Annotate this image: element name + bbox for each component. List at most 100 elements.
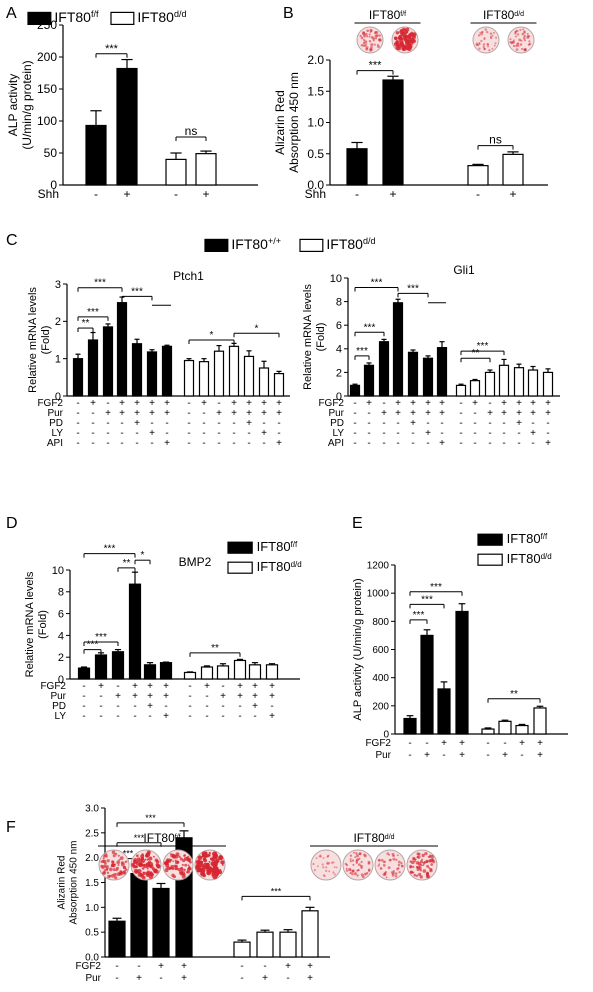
stain-spot — [108, 874, 112, 878]
bar — [116, 302, 128, 397]
stain-spot — [206, 868, 212, 874]
treatment-mark: + — [134, 408, 140, 419]
treatment-mark: - — [202, 428, 205, 439]
treatment-mark: + — [246, 418, 252, 429]
stain-spot — [483, 37, 486, 40]
stain-spot — [114, 876, 118, 880]
treatment-mark: - — [217, 418, 220, 429]
treatment-mark: - — [488, 438, 491, 449]
treatment-label: LY — [55, 711, 67, 722]
stain-spot — [118, 858, 121, 861]
stain-spot — [481, 31, 484, 34]
treatment-mark: + — [237, 681, 243, 692]
stain-spot — [412, 865, 415, 869]
stain-spot — [397, 863, 401, 867]
stain-spot — [184, 863, 188, 867]
stain-spot — [112, 868, 116, 872]
stain-spot — [483, 47, 486, 50]
treatment-mark: + — [149, 398, 155, 409]
stain-spot — [133, 868, 139, 874]
treatment-mark: - — [99, 691, 102, 702]
stain-spot — [519, 28, 522, 31]
treatment-mark: - — [91, 408, 94, 419]
stain-spot — [110, 863, 115, 867]
stain-spot — [517, 33, 520, 36]
treatment-mark: + — [252, 691, 258, 702]
stain-spot — [521, 47, 524, 50]
treatment-mark: - — [440, 418, 443, 429]
stain-spot — [392, 870, 395, 873]
treatment-mark: - — [217, 438, 220, 449]
stain-spot — [321, 863, 324, 866]
dish-group-label: IFT80f/f — [143, 831, 180, 845]
treatment-mark: + — [269, 681, 275, 692]
treatment-mark: + — [410, 408, 416, 419]
y-tick-label: 0 — [58, 674, 64, 686]
y-tick-label: 4 — [336, 344, 342, 356]
bar — [407, 351, 419, 397]
treatment-mark: + — [134, 398, 140, 409]
stain-spot — [351, 859, 355, 862]
stain-spot — [375, 31, 379, 34]
dish-group-label: IFT80d/d — [483, 8, 524, 22]
stain-spot — [493, 44, 496, 47]
treatment-mark: - — [396, 418, 399, 429]
stain-spot — [170, 853, 172, 855]
stain-spot — [368, 35, 371, 38]
bar — [265, 664, 279, 680]
bar — [515, 724, 529, 735]
bar — [437, 688, 451, 735]
culture-dish — [194, 849, 226, 881]
stain-spot — [220, 860, 225, 865]
stain-spot — [122, 865, 127, 870]
stain-spot — [349, 858, 352, 861]
stain-spot — [400, 31, 404, 35]
treatment-mark: + — [425, 398, 431, 409]
treatment-mark: + — [237, 691, 243, 702]
stain-spot — [134, 865, 138, 869]
y-tick-label: 100 — [37, 114, 57, 128]
stain-spot — [168, 867, 172, 871]
y-tick-label: 10 — [52, 565, 64, 577]
stain-spot — [358, 857, 361, 860]
stain-spot — [370, 36, 374, 39]
stain-spot — [136, 854, 139, 858]
stain-spot — [402, 35, 408, 41]
treatment-mark: - — [396, 438, 399, 449]
treatment-mark: + — [261, 428, 267, 439]
treatment-mark: - — [353, 408, 356, 419]
bar — [216, 665, 230, 680]
bar — [420, 634, 434, 735]
stain-spot — [397, 860, 401, 864]
y-tick-label: 800 — [372, 617, 389, 628]
stain-spot — [405, 46, 410, 51]
legend-swatch — [227, 541, 253, 554]
stain-spot — [113, 872, 117, 877]
dish-well — [472, 26, 500, 54]
bar — [198, 361, 210, 397]
treatment-mark: - — [82, 691, 85, 702]
stain-spot — [164, 861, 168, 865]
treatment-mark: - — [106, 428, 109, 439]
stain-spot — [333, 873, 336, 876]
stain-spot — [494, 36, 498, 39]
treatment-mark: + — [395, 408, 401, 419]
bar — [349, 384, 361, 397]
treatment-mark: + — [545, 408, 551, 419]
legend-swatch — [204, 238, 229, 252]
bar — [72, 358, 84, 397]
stain-spot — [485, 30, 489, 34]
treatment-mark: + — [509, 187, 516, 201]
sig-label: ns — [185, 124, 198, 138]
treatment-mark: - — [187, 438, 190, 449]
treatment-label: FGF2 — [40, 681, 66, 692]
sig-label: *** — [271, 886, 282, 896]
treatment-mark: + — [530, 428, 536, 439]
treatment-mark: - — [133, 701, 136, 712]
treatment-mark: - — [486, 738, 489, 749]
bar — [481, 728, 495, 735]
legend-swatch — [27, 11, 52, 25]
stain-spot — [359, 34, 362, 38]
